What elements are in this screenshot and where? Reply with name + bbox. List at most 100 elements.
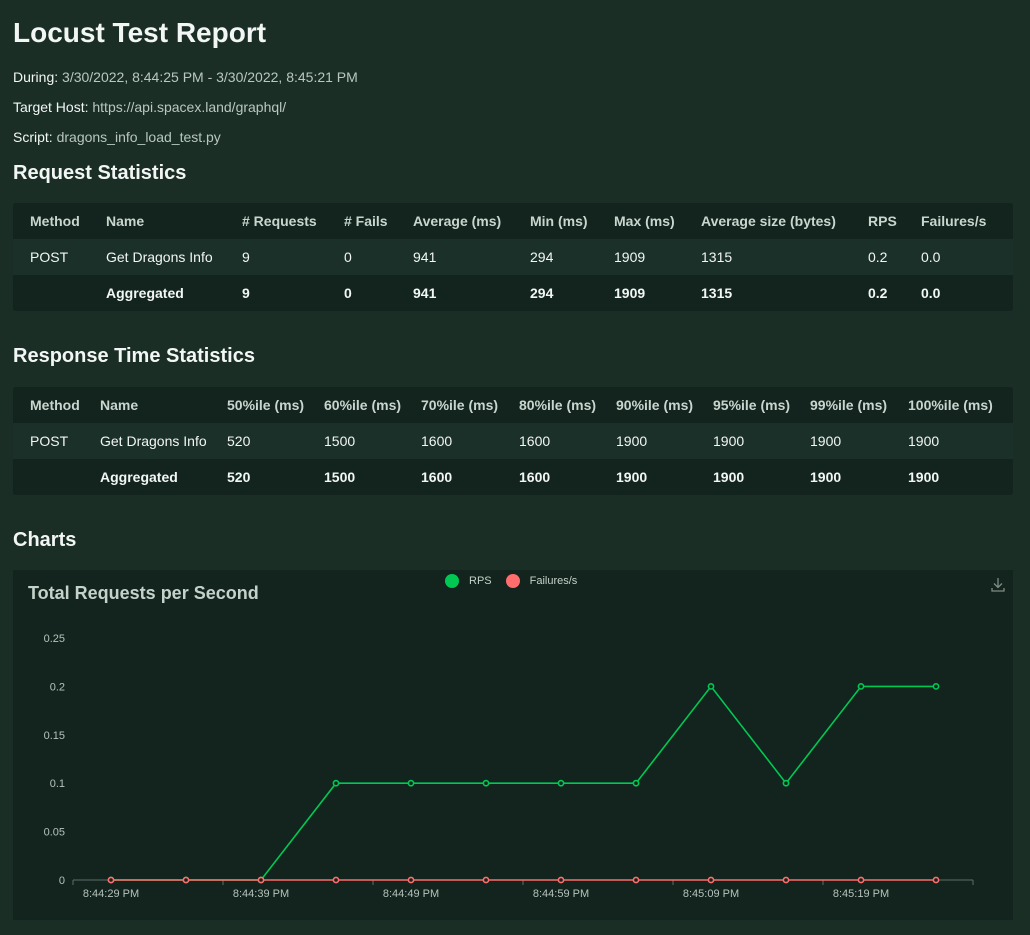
aggregated-row: Aggregated 520 1500 1600 1600 1900 1900 … [13,459,1013,495]
table-header-row: Method Name # Requests # Fails Average (… [13,203,1013,239]
column-header[interactable]: Average (ms) [396,203,513,239]
column-header[interactable]: Method [13,387,83,423]
during-line: During: 3/30/2022, 8:44:25 PM - 3/30/202… [13,69,358,85]
table-cell: 1600 [502,423,599,459]
column-header[interactable]: 80%ile (ms) [502,387,599,423]
chart-legend: RPS Failures/s [445,574,577,588]
table-cell [13,275,89,311]
data-point-failures [857,876,865,884]
column-header[interactable]: Min (ms) [513,203,597,239]
target-host-label: Target Host: [13,99,89,115]
report-title: Locust Test Report [13,17,267,48]
table-cell: 1600 [502,459,599,495]
table-cell: 1500 [307,459,404,495]
table-cell: 1900 [891,423,1013,459]
table-cell: 1900 [891,459,1013,495]
column-header[interactable]: Average size (bytes) [684,203,851,239]
table-cell: 1315 [684,239,851,275]
data-point-failures [332,876,340,884]
table-cell: 1909 [597,275,684,311]
column-header[interactable]: Method [13,203,89,239]
table-cell: 941 [396,275,513,311]
table-cell: 0.2 [851,275,904,311]
data-point-failures [932,876,940,884]
column-header[interactable]: 60%ile (ms) [307,387,404,423]
data-point-rps [707,683,715,690]
y-tick-label: 0.05 [44,827,65,839]
data-point-failures [182,876,190,884]
data-point-failures [557,876,565,884]
request-statistics-heading: Request Statistics [13,162,187,184]
legend-item-rps[interactable]: RPS [445,574,492,588]
data-point-rps [482,779,490,787]
column-header[interactable]: Failures/s [904,203,1013,239]
table-cell: Aggregated [83,459,210,495]
data-point-rps [407,779,415,787]
table-row: POST Get Dragons Info 9 0 941 294 1909 1… [13,239,1013,275]
table-cell: 9 [225,275,327,311]
y-tick-label: 0.15 [44,730,65,742]
response-time-statistics-heading: Response Time Statistics [13,345,255,367]
table-cell: 0 [327,239,396,275]
table-cell: 294 [513,239,597,275]
x-tick-label: 8:44:29 PM [83,888,139,900]
x-tick-label: 8:44:39 PM [233,888,289,900]
column-header[interactable]: 90%ile (ms) [599,387,696,423]
target-host-value: https://api.spacex.land/graphql/ [92,99,287,115]
table-cell: 1900 [793,459,891,495]
column-header[interactable]: 50%ile (ms) [210,387,307,423]
table-cell: 1900 [599,423,696,459]
column-header[interactable]: 99%ile (ms) [793,387,891,423]
column-header[interactable]: # Fails [327,203,396,239]
data-point-rps [107,876,115,884]
column-header[interactable]: RPS [851,203,904,239]
data-point-rps [782,779,790,787]
x-tick-label: 8:44:59 PM [533,888,589,900]
charts-heading: Charts [13,529,77,551]
script-line: Script: dragons_info_load_test.py [13,129,221,145]
data-point-rps [182,876,190,884]
table-cell: 0.0 [904,239,1013,275]
y-tick-label: 0.25 [44,633,65,645]
aggregated-row: Aggregated 9 0 941 294 1909 1315 0.2 0.0 [13,275,1013,311]
chart-plot: 0 0.05 0.1 0.15 0.2 0.25 8:44:29 PM 8:44:39 PM 8… [44,633,974,900]
data-point-failures [632,876,640,884]
column-header[interactable]: 70%ile (ms) [404,387,502,423]
table-cell: 1909 [597,239,684,275]
table-cell: 520 [210,459,307,495]
series-line-rps [111,685,936,881]
column-header[interactable]: 95%ile (ms) [696,387,793,423]
table-cell [13,459,83,495]
legend-item-failures[interactable]: Failures/s [505,574,578,588]
during-label: During: [13,69,59,85]
table-cell: 1600 [404,423,502,459]
table-cell: 1900 [793,423,891,459]
data-point-rps [332,779,340,787]
table-cell: 0 [327,275,396,311]
y-tick-label: 0.1 [50,778,65,790]
table-cell: 1900 [696,459,793,495]
table-cell: 294 [513,275,597,311]
data-point-failures [707,876,715,884]
request-statistics-table: Method Name # Requests # Fails Average (… [13,203,1013,311]
column-header[interactable]: Name [83,387,210,423]
download-icon[interactable] [989,576,1007,594]
legend-label-failures: Failures/s [529,575,578,587]
legend-swatch-failures [505,574,520,588]
column-header[interactable]: Name [89,203,225,239]
table-cell: 1600 [404,459,502,495]
column-header[interactable]: # Requests [225,203,327,239]
data-point-failures [482,876,490,884]
data-point-failures [257,876,265,884]
table-cell: Get Dragons Info [83,423,210,459]
column-header[interactable]: 100%ile (ms) [891,387,1013,423]
column-header[interactable]: Max (ms) [597,203,684,239]
table-row: POST Get Dragons Info 520 1500 1600 1600… [13,423,1013,459]
table-cell: 941 [396,239,513,275]
rps-chart: Total Requests per Second RPS Failures/s… [13,570,1013,920]
table-cell: 1500 [307,423,404,459]
table-cell: 0.0 [904,275,1013,311]
table-cell: Get Dragons Info [89,239,225,275]
data-point-rps [257,876,265,884]
table-header-row: Method Name 50%ile (ms) 60%ile (ms) 70%i… [13,387,1013,423]
